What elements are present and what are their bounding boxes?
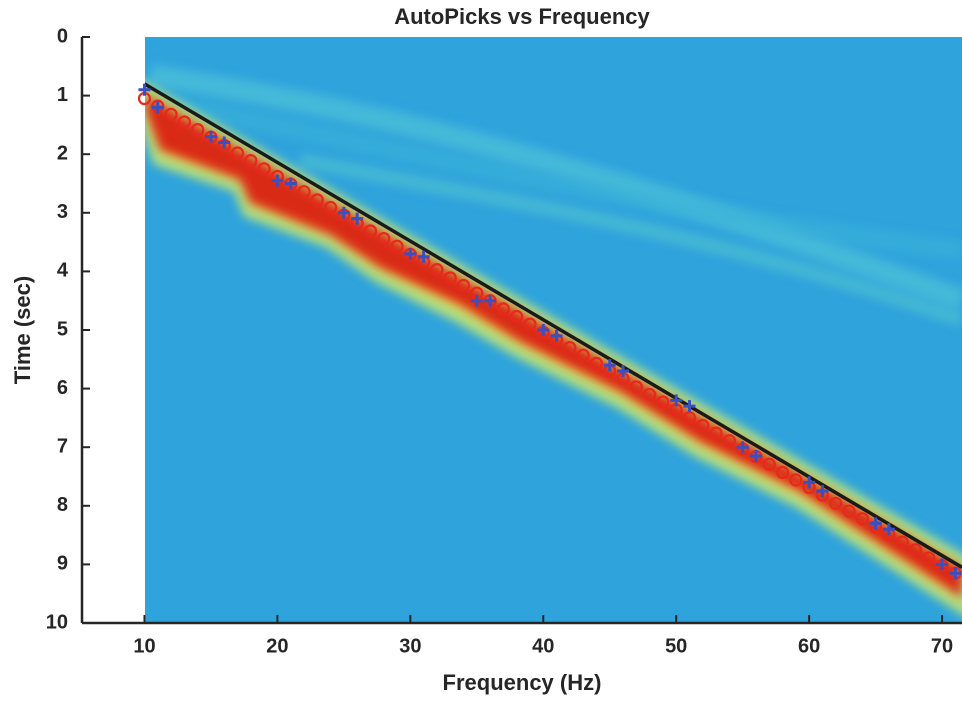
circle-marker [191, 122, 205, 137]
circle-marker [589, 356, 604, 371]
line [143, 82, 962, 569]
circle-marker [842, 504, 856, 518]
circle-marker [430, 263, 444, 277]
plus-marker [683, 400, 696, 413]
circle-marker [656, 395, 670, 409]
plus-marker [470, 294, 483, 307]
y-tick-label: 9 [57, 553, 68, 575]
plus-marker [404, 247, 417, 260]
x-axis-label: Frequency (Hz) [443, 670, 602, 695]
circle-marker [456, 278, 471, 293]
circle-marker [443, 271, 457, 285]
plus-marker [218, 136, 231, 149]
circle-marker [523, 317, 537, 331]
circle-marker [855, 512, 869, 526]
circle-marker [563, 340, 577, 355]
plus-marker [417, 250, 430, 263]
x-tick-label: 50 [665, 635, 687, 657]
plus-marker [736, 441, 749, 454]
y-tick-label: 7 [57, 435, 68, 457]
circle-marker [775, 465, 790, 479]
plus-marker [949, 567, 962, 580]
x-tick-label: 40 [532, 635, 554, 657]
plus-marker [617, 365, 630, 378]
y-tick-label: 5 [57, 318, 68, 340]
plus-marker [936, 558, 949, 571]
circle-marker [762, 457, 776, 471]
circle-marker [682, 411, 697, 425]
circle-marker [244, 154, 258, 168]
circle-marker [177, 115, 191, 129]
x-tick-label: 70 [931, 635, 953, 657]
y-tick-label: 2 [57, 142, 68, 164]
plus-marker [537, 324, 550, 336]
circle-marker [496, 302, 510, 316]
circle-marker [390, 239, 404, 253]
y-tick-label: 8 [57, 494, 68, 516]
plus-marker [550, 329, 563, 342]
plus-marker [284, 177, 297, 190]
plus-marker [603, 359, 616, 372]
x-tick-label: 20 [266, 635, 288, 657]
plus-marker [803, 476, 816, 489]
circle-marker [323, 200, 338, 215]
plus-marker [869, 517, 882, 530]
chart-title: AutoPicks vs Frequency [394, 4, 650, 29]
circle-marker [297, 185, 311, 199]
y-tick-label: 4 [57, 260, 69, 282]
circle-marker [696, 418, 710, 433]
y-tick-label: 6 [57, 377, 68, 399]
circle-marker [789, 473, 803, 487]
y-tick-label: 0 [57, 25, 68, 47]
plus-marker [484, 294, 497, 307]
plus-marker [749, 449, 762, 462]
circle-marker [510, 309, 524, 324]
plus-marker [670, 394, 683, 407]
x-tick-label: 10 [133, 635, 155, 657]
circle-marker [922, 551, 936, 565]
plus-marker [351, 212, 364, 225]
x-tick-label: 30 [399, 635, 421, 657]
y-tick-label: 10 [46, 611, 68, 633]
plus-marker [151, 101, 164, 114]
circle-marker [164, 107, 178, 121]
y-axis-label: Time (sec) [10, 276, 35, 384]
circle-marker [363, 224, 378, 238]
heatmap [145, 37, 962, 623]
circle-marker [629, 380, 643, 394]
plus-marker [204, 130, 217, 143]
plus-marker [337, 206, 350, 219]
circle-marker [895, 535, 909, 549]
plus-marker [816, 485, 829, 498]
circle-marker [310, 193, 324, 207]
circle-marker [908, 543, 923, 557]
y-tick-label: 3 [57, 201, 68, 223]
circle-marker [230, 146, 245, 160]
circle-marker [257, 162, 271, 176]
circle-marker [643, 387, 657, 402]
circle-marker [377, 231, 391, 246]
plus-marker [882, 523, 895, 536]
circle-marker [709, 426, 723, 440]
plus-marker [138, 83, 151, 96]
circle-marker [576, 348, 590, 362]
circle-marker [829, 496, 843, 511]
y-tick-label: 1 [57, 84, 68, 106]
circle-marker [722, 434, 736, 448]
plus-marker [271, 174, 284, 187]
x-tick-label: 60 [798, 635, 820, 657]
